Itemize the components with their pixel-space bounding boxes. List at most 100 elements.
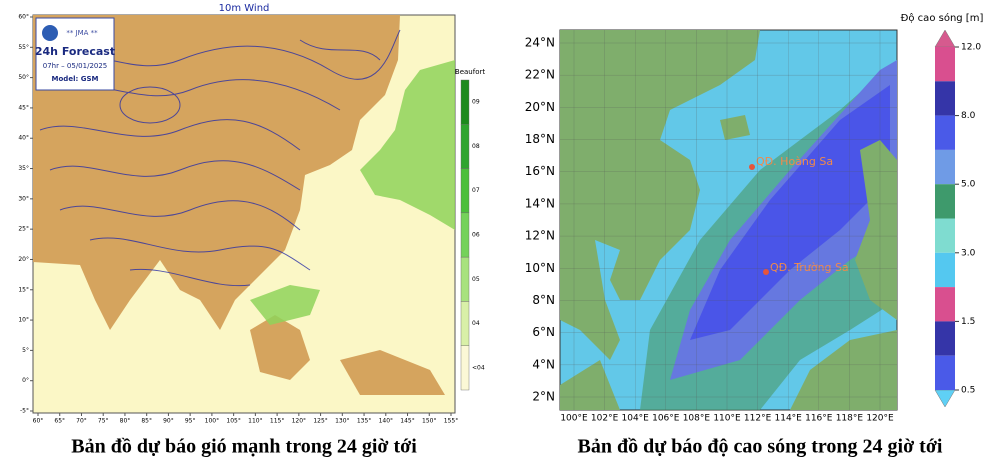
colorbar-bin (935, 218, 955, 253)
colorbar-bin (460, 345, 470, 391)
lat-label: 20°N (525, 100, 555, 114)
colorbar-label: 04 (472, 320, 480, 327)
colorbar-bin (935, 252, 955, 288)
caption: Bản đồ dự báo độ cao sóng trong 24 giờ t… (578, 436, 943, 458)
lon-label: 145° (400, 418, 414, 425)
land (560, 30, 760, 360)
lat-label: 5° (22, 347, 29, 354)
lat-label: 12°N (525, 229, 555, 243)
colorbar-label: 8.0 (961, 111, 976, 121)
colorbar-label: 08 (472, 143, 480, 150)
lat-label: 60° (18, 14, 29, 21)
land (340, 350, 445, 395)
land (855, 140, 897, 320)
lat-label: 20° (18, 256, 29, 263)
colorbar-title: Độ cao sóng [m] (901, 12, 984, 24)
lon-label: 135° (357, 418, 371, 425)
caption: Bản đồ dự báo gió mạnh trong 24 giờ tới (71, 436, 417, 458)
logo-time: 07hr – 05/01/2025 (43, 62, 108, 70)
colorbar-label: 1.5 (961, 317, 975, 327)
colorbar-bin (460, 212, 470, 258)
lat-label: 16°N (525, 164, 555, 178)
lon-label: 90° (163, 418, 174, 425)
lat-label: 30° (18, 195, 29, 202)
lat-label: 4°N (532, 357, 555, 371)
colorbar: 12.0 8.0 5.0 3.0 1.5 0.5 (934, 29, 981, 408)
land (720, 115, 750, 140)
land (560, 360, 620, 410)
lat-label: 45° (18, 104, 29, 111)
lon-label: 130° (335, 418, 349, 425)
lat-label: 18°N (525, 132, 555, 146)
lon-label: 75° (98, 418, 109, 425)
lon-label: 106°E (652, 414, 680, 424)
lon-label: 95° (185, 418, 196, 425)
lat-label: 8°N (532, 293, 555, 307)
lon-label: 104°E (622, 414, 650, 424)
lon-label: 150° (422, 418, 436, 425)
colorbar-bin (460, 79, 470, 125)
colorbar-title: Beaufort (455, 68, 485, 76)
colorbar-label: <04 (472, 364, 485, 371)
colorbar-bin (460, 168, 470, 214)
place-label: QĐ. Trường Sa (770, 261, 849, 274)
lon-label: 112°E (744, 414, 772, 424)
lat-label: 10° (18, 317, 29, 324)
strong-wind-zone (360, 60, 455, 230)
lon-label: 120° (292, 418, 306, 425)
lon-label: 65° (54, 418, 65, 425)
colorbar-label: 06 (472, 232, 480, 239)
lon-label: 85° (141, 418, 152, 425)
colorbar-label: 3.0 (961, 248, 976, 258)
wave-zone-peak (690, 85, 890, 340)
lon-label: 100° (205, 418, 219, 425)
lat-label: 0° (22, 377, 29, 384)
place-label: QĐ. Hoàng Sa (756, 155, 833, 168)
lon-label: 80° (120, 418, 131, 425)
colorbar-label: 09 (472, 99, 480, 106)
logo-agency: ** JMA ** (66, 29, 98, 37)
lon-label: 105° (226, 418, 240, 425)
lon-label: 70° (76, 418, 87, 425)
colorbar-cap (934, 29, 956, 48)
logo-model: Model: GSM (52, 75, 99, 83)
lon-label: 100°E (560, 414, 588, 424)
colorbar-label: 5.0 (961, 180, 976, 190)
place-marker (763, 269, 769, 275)
colorbar-label: 12.0 (961, 43, 981, 53)
colorbar-bin (935, 287, 955, 322)
colorbar-bin (935, 355, 955, 390)
lon-label: 120°E (866, 414, 894, 424)
lat-label: 25° (18, 226, 29, 233)
lon-label: 116°E (805, 414, 833, 424)
lat-label: 6°N (532, 325, 555, 339)
lat-label: 22°N (525, 68, 555, 82)
colorbar-bin (460, 256, 470, 302)
lat-label: 40° (18, 135, 29, 142)
colorbar-label: 0.5 (961, 386, 975, 396)
lat-label: 35° (18, 165, 29, 172)
lon-label: 114°E (775, 414, 803, 424)
lat-label: 2°N (532, 390, 555, 404)
lon-label: 108°E (683, 414, 711, 424)
lon-label: 140° (379, 418, 393, 425)
lon-label: 118°E (836, 414, 864, 424)
colorbar-bin (935, 115, 955, 150)
colorbar-bin (460, 124, 470, 169)
place-marker (749, 164, 755, 170)
land (250, 315, 310, 380)
lat-label: 10°N (525, 261, 555, 275)
lat-label: 50° (18, 74, 29, 81)
lat-label: -5° (20, 408, 29, 415)
lon-label: 102°E (591, 414, 619, 424)
lat-label: 15° (18, 286, 29, 293)
colorbar-label: 07 (472, 187, 480, 194)
lon-label: 155° (444, 418, 458, 425)
lat-label: 14°N (525, 196, 555, 210)
colorbar-bin (935, 47, 955, 82)
lon-label: 115° (270, 418, 284, 425)
lon-label: 110°E (713, 414, 741, 424)
lon-label: 125° (313, 418, 327, 425)
lat-label: 24°N (525, 36, 555, 50)
colorbar-bin (935, 149, 955, 185)
